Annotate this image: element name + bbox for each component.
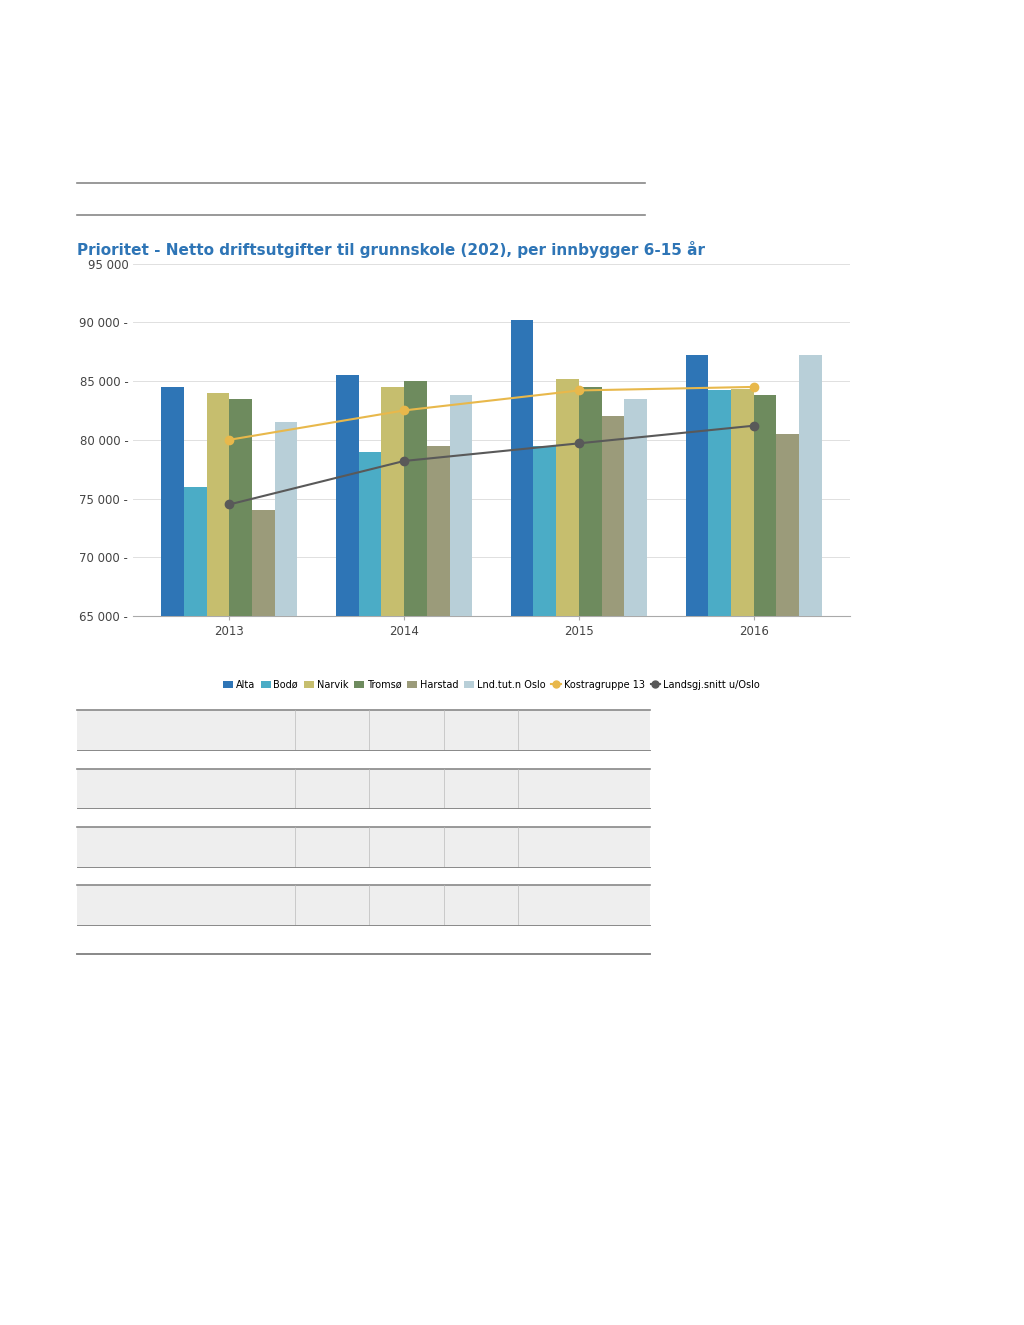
Bar xyxy=(274,423,297,1325)
Bar xyxy=(602,416,625,1325)
Legend: Alta, Bodø, Narvik, Tromsø, Harstad, Lnd.tut.n Oslo, Kostragruppe 13, Landsgj.sn: Alta, Bodø, Narvik, Tromsø, Harstad, Lnd… xyxy=(219,676,764,693)
Text: Prioritet - Netto driftsutgifter til grunnskole (202), per innbygger 6-15 år: Prioritet - Netto driftsutgifter til gru… xyxy=(77,241,705,258)
Landsgj.snitt u/Oslo xyxy=(572,436,585,452)
Bar xyxy=(336,375,358,1325)
Bar xyxy=(381,387,404,1325)
Bar xyxy=(207,392,229,1325)
Bar xyxy=(754,395,776,1325)
Bar xyxy=(229,399,252,1325)
Bar xyxy=(556,379,579,1325)
Bar xyxy=(450,395,472,1325)
Bar xyxy=(579,387,602,1325)
Bar xyxy=(625,399,647,1325)
Bar xyxy=(534,445,556,1325)
Bar xyxy=(427,445,450,1325)
Bar xyxy=(358,452,381,1325)
Landsgj.snitt u/Oslo xyxy=(398,453,411,469)
Landsgj.snitt u/Oslo xyxy=(748,417,760,433)
Bar xyxy=(799,355,822,1325)
Bar xyxy=(404,382,427,1325)
Kostragruppe 13 xyxy=(398,403,411,419)
Kostragruppe 13 xyxy=(572,383,585,399)
Line: Kostragruppe 13: Kostragruppe 13 xyxy=(225,383,758,444)
Landsgj.snitt u/Oslo xyxy=(223,497,236,513)
Bar xyxy=(184,486,207,1325)
Bar xyxy=(731,390,754,1325)
Bar xyxy=(161,387,184,1325)
Kostragruppe 13 xyxy=(223,432,236,448)
Bar xyxy=(776,433,799,1325)
Bar xyxy=(252,510,274,1325)
Kostragruppe 13 xyxy=(748,379,760,395)
Line: Landsgj.snitt u/Oslo: Landsgj.snitt u/Oslo xyxy=(225,421,758,509)
Bar xyxy=(511,319,534,1325)
Bar xyxy=(709,391,731,1325)
Bar xyxy=(686,355,709,1325)
